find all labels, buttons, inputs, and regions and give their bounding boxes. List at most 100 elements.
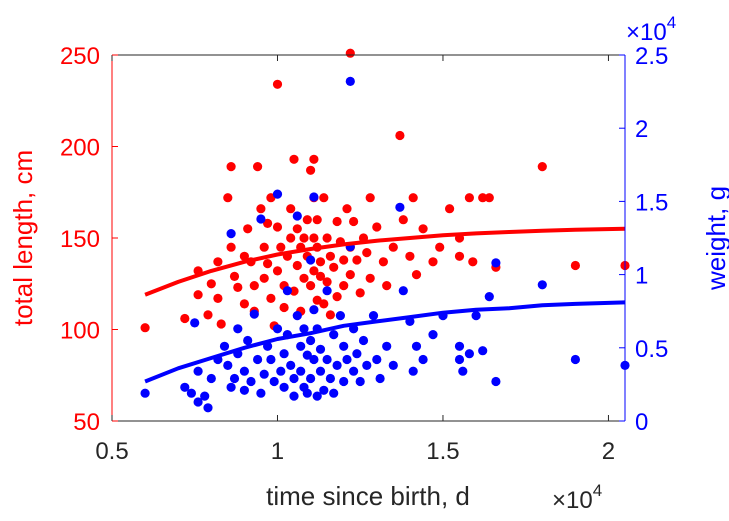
weight-data-point bbox=[345, 76, 355, 86]
weight-data-point bbox=[193, 397, 203, 407]
weight-data-point bbox=[279, 382, 289, 392]
length-data-point bbox=[315, 271, 326, 281]
weight-data-point bbox=[239, 385, 249, 395]
weight-data-point bbox=[282, 286, 292, 296]
length-data-point bbox=[292, 224, 302, 234]
length-data-point bbox=[362, 248, 372, 258]
length-data-point bbox=[140, 323, 150, 333]
weight-data-point bbox=[491, 376, 501, 387]
weight-data-point bbox=[537, 280, 547, 290]
length-data-point bbox=[309, 266, 319, 276]
fit-lines bbox=[144, 226, 626, 384]
y2-tick-label: 2.5 bbox=[635, 43, 668, 70]
length-data-point bbox=[405, 251, 415, 261]
weight-data-point bbox=[349, 366, 359, 376]
length-data-point bbox=[315, 257, 326, 267]
length-data-point bbox=[345, 270, 355, 280]
length-data-point bbox=[216, 319, 226, 329]
weight-data-point bbox=[382, 341, 392, 351]
weight-data-point bbox=[306, 255, 316, 265]
weight-data-point bbox=[246, 376, 256, 387]
length-data-point bbox=[279, 302, 289, 313]
length-data-point bbox=[388, 242, 398, 252]
length-data-point bbox=[332, 216, 342, 227]
weight-data-point bbox=[388, 360, 398, 370]
weight-data-point bbox=[256, 214, 266, 224]
length-data-point bbox=[309, 233, 319, 243]
length-data-point bbox=[259, 273, 269, 283]
length-data-point bbox=[322, 233, 332, 243]
length-data-point bbox=[365, 273, 375, 283]
left-y-axis-ticks: 50 100 150 200 250 bbox=[60, 43, 118, 436]
weight-data-point bbox=[190, 318, 200, 328]
length-data-point bbox=[289, 154, 299, 164]
length-data-point bbox=[349, 216, 359, 227]
length-data-point bbox=[365, 193, 375, 203]
y-tick-label: 50 bbox=[73, 409, 100, 436]
length-data-point bbox=[263, 259, 273, 269]
length-data-point bbox=[342, 204, 352, 214]
y-tick-label: 150 bbox=[60, 226, 100, 253]
length-data-point bbox=[223, 193, 233, 203]
weight-data-point bbox=[339, 341, 349, 351]
y2-tick-label: 1 bbox=[635, 263, 648, 290]
y2-exponent: ×104 bbox=[626, 13, 676, 46]
weight-data-point bbox=[332, 360, 342, 370]
weight-data-point bbox=[239, 366, 249, 376]
length-data-point bbox=[312, 215, 322, 225]
weight-data-point bbox=[418, 354, 428, 365]
length-data-point bbox=[203, 310, 213, 320]
length-data-point bbox=[378, 257, 388, 267]
y2-exponent-base: ×10 bbox=[626, 19, 667, 46]
length-data-point bbox=[239, 299, 249, 309]
weight-data-point bbox=[269, 376, 279, 387]
length-data-point bbox=[322, 277, 332, 287]
weight-data-point bbox=[570, 354, 581, 365]
weight-data-point bbox=[289, 391, 299, 401]
weight-data-point bbox=[292, 311, 302, 321]
weight-data-point bbox=[256, 388, 266, 398]
weight-data-point bbox=[325, 373, 335, 384]
left-y-axis-label: total length, cm bbox=[8, 150, 38, 326]
length-data-point bbox=[306, 165, 316, 175]
y2-tick-label: 1.5 bbox=[635, 189, 668, 216]
length-data-point bbox=[249, 281, 259, 291]
x-tick-label: 0.5 bbox=[95, 438, 128, 465]
length-data-point bbox=[272, 79, 283, 89]
weight-data-point bbox=[358, 335, 369, 346]
weight-data-point bbox=[312, 391, 322, 401]
length-data-point bbox=[329, 262, 339, 272]
y2-tick-label: 0 bbox=[635, 409, 648, 436]
weight-data-point bbox=[296, 341, 306, 351]
length-data-point bbox=[239, 251, 249, 261]
weight-data-point bbox=[226, 382, 236, 392]
weight-fit-line bbox=[144, 300, 626, 384]
weight-data-point bbox=[279, 349, 289, 359]
weight-data-point bbox=[329, 388, 339, 398]
y2-tick-label: 2 bbox=[635, 116, 648, 143]
length-data-point bbox=[226, 162, 236, 172]
length-data-point bbox=[352, 255, 362, 265]
weight-data-point bbox=[372, 354, 382, 365]
length-data-point bbox=[226, 242, 236, 252]
weight-data-point bbox=[292, 211, 302, 221]
weight-data-point bbox=[454, 341, 465, 351]
weight-data-point bbox=[306, 335, 316, 346]
svg-text:×104: ×104 bbox=[626, 13, 676, 46]
weight-data-point bbox=[319, 385, 329, 395]
length-data-point bbox=[256, 204, 266, 214]
length-data-point bbox=[372, 222, 382, 232]
weight-data-point bbox=[484, 292, 494, 302]
x-axis-label: time since birth, d bbox=[266, 481, 470, 511]
weight-data-point bbox=[375, 373, 385, 384]
x-exponent-power: 4 bbox=[593, 481, 602, 500]
weight-data-point bbox=[193, 366, 203, 376]
svg-text:×104: ×104 bbox=[552, 481, 602, 514]
weight-data-point bbox=[226, 229, 236, 239]
x-tick-label: 1 bbox=[271, 438, 284, 465]
length-data-point bbox=[339, 281, 349, 291]
length-data-point bbox=[484, 193, 494, 203]
weight-data-point bbox=[186, 388, 196, 398]
weight-data-point bbox=[464, 349, 474, 359]
weight-data-point bbox=[266, 354, 276, 365]
